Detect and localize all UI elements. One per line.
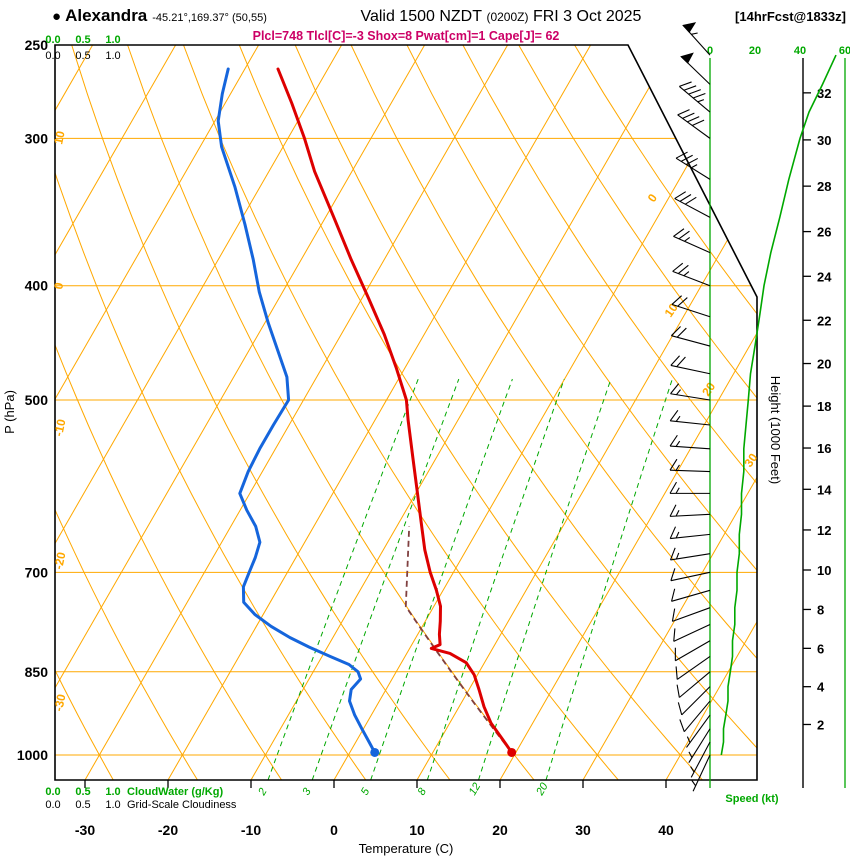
svg-text:40: 40 [794, 45, 806, 57]
svg-text:CloudWater (g/Kg): CloudWater (g/Kg) [127, 786, 223, 798]
svg-text:6: 6 [817, 641, 824, 656]
svg-text:16: 16 [817, 441, 831, 456]
svg-text:-30: -30 [51, 692, 68, 712]
svg-text:-30: -30 [75, 822, 95, 838]
svg-text:20: 20 [534, 780, 551, 798]
skewt-grid [55, 45, 757, 780]
svg-text:10: 10 [51, 129, 68, 145]
wind-speed-axis: 0 20 40 60 Speed (kt) [707, 45, 850, 805]
svg-text:8: 8 [817, 602, 824, 617]
svg-text:0.0: 0.0 [45, 799, 60, 811]
station-group: ● Alexandra -45.21°,169.37° (50,55) [52, 6, 267, 26]
wind-speed-curve [720, 54, 837, 756]
svg-text:Speed (kt): Speed (kt) [725, 793, 779, 805]
svg-text:0.5: 0.5 [75, 786, 90, 798]
svg-text:40: 40 [658, 822, 674, 838]
svg-text:-20: -20 [51, 550, 68, 570]
svg-text:400: 400 [25, 278, 49, 294]
svg-text:30: 30 [817, 133, 831, 148]
svg-text:4: 4 [817, 680, 825, 695]
svg-text:10: 10 [662, 300, 681, 319]
svg-text:10: 10 [817, 563, 831, 578]
svg-text:2: 2 [817, 717, 824, 732]
valid-group: Valid 1500 NZDT (0200Z) FRI 3 Oct 2025 [360, 8, 641, 26]
valid-date: FRI 3 Oct 2025 [532, 8, 642, 25]
surface-dewpoint-dot [370, 747, 380, 757]
sounding-curves [216, 67, 517, 757]
mixing-ratio-lines [267, 378, 673, 780]
svg-text:-20: -20 [158, 822, 178, 838]
svg-text:0.5: 0.5 [75, 50, 90, 62]
svg-text:0.5: 0.5 [75, 34, 90, 46]
svg-text:3: 3 [300, 785, 314, 797]
valid-zulu: (0200Z) [486, 10, 529, 24]
dewpoint-curve [216, 67, 377, 754]
svg-text:12: 12 [817, 523, 831, 538]
svg-text:0.5: 0.5 [75, 799, 90, 811]
svg-text:0: 0 [707, 45, 713, 57]
svg-text:1000: 1000 [17, 747, 48, 763]
surface-temp-dot [507, 747, 517, 757]
svg-text:Grid-Scale Cloudiness: Grid-Scale Cloudiness [127, 799, 237, 811]
svg-text:1.0: 1.0 [105, 799, 120, 811]
svg-text:0: 0 [51, 281, 66, 291]
chart-header: ● Alexandra -45.21°,169.37° (50,55) Valid … [52, 6, 846, 26]
svg-text:850: 850 [25, 664, 49, 680]
svg-text:30: 30 [575, 822, 591, 838]
svg-text:26: 26 [817, 225, 831, 240]
svg-text:1.0: 1.0 [105, 50, 120, 62]
parcel-path [404, 526, 513, 753]
svg-text:2: 2 [256, 786, 270, 798]
svg-text:10: 10 [409, 822, 425, 838]
station-name: Alexandra [65, 6, 148, 25]
svg-text:1.0: 1.0 [105, 786, 120, 798]
forecast-tag: [14hrFcst@1833z] [735, 9, 846, 24]
svg-text:18: 18 [817, 399, 831, 414]
svg-text:0.0: 0.0 [45, 786, 60, 798]
svg-text:22: 22 [817, 313, 831, 328]
svg-text:20: 20 [699, 379, 718, 398]
svg-text:P (hPa): P (hPa) [2, 390, 17, 434]
temperature-curve [276, 67, 514, 754]
plot-frame [54, 44, 758, 781]
svg-text:Temperature (C): Temperature (C) [359, 841, 454, 856]
svg-text:700: 700 [25, 564, 49, 580]
svg-text:14: 14 [817, 482, 832, 497]
cloud-scales: 0.00.00.00.00.50.50.50.51.01.01.01.0Clou… [45, 34, 237, 811]
svg-text:24: 24 [817, 269, 832, 284]
svg-text:-10: -10 [51, 417, 68, 437]
wind-barbs [669, 22, 711, 792]
station-coords: -45.21°,169.37° (50,55) [152, 12, 267, 24]
svg-text:0: 0 [645, 191, 660, 205]
svg-text:60: 60 [839, 45, 850, 57]
svg-text:20: 20 [492, 822, 508, 838]
svg-text:5: 5 [359, 785, 373, 797]
svg-text:Height (1000 Feet): Height (1000 Feet) [768, 376, 783, 484]
svg-text:500: 500 [25, 392, 49, 408]
svg-text:0.0: 0.0 [45, 50, 60, 62]
station-bullet-icon: ● [52, 8, 62, 25]
svg-text:12: 12 [467, 781, 484, 798]
svg-text:1.0: 1.0 [105, 34, 120, 46]
svg-text:0.0: 0.0 [45, 34, 60, 46]
svg-text:250: 250 [25, 37, 49, 53]
valid-time: Valid 1500 NZDT [360, 8, 482, 25]
svg-text:8: 8 [416, 785, 430, 797]
svg-text:20: 20 [749, 45, 761, 57]
svg-text:28: 28 [817, 179, 831, 194]
sounding-parameters: Plcl=748 Tlcl[C]=-3 Shox=8 Pwat[cm]=1 Ca… [252, 29, 560, 43]
svg-text:300: 300 [25, 130, 49, 146]
svg-text:20: 20 [817, 357, 831, 372]
svg-text:-10: -10 [241, 822, 261, 838]
svg-text:32: 32 [817, 86, 831, 101]
svg-text:0: 0 [330, 822, 338, 838]
